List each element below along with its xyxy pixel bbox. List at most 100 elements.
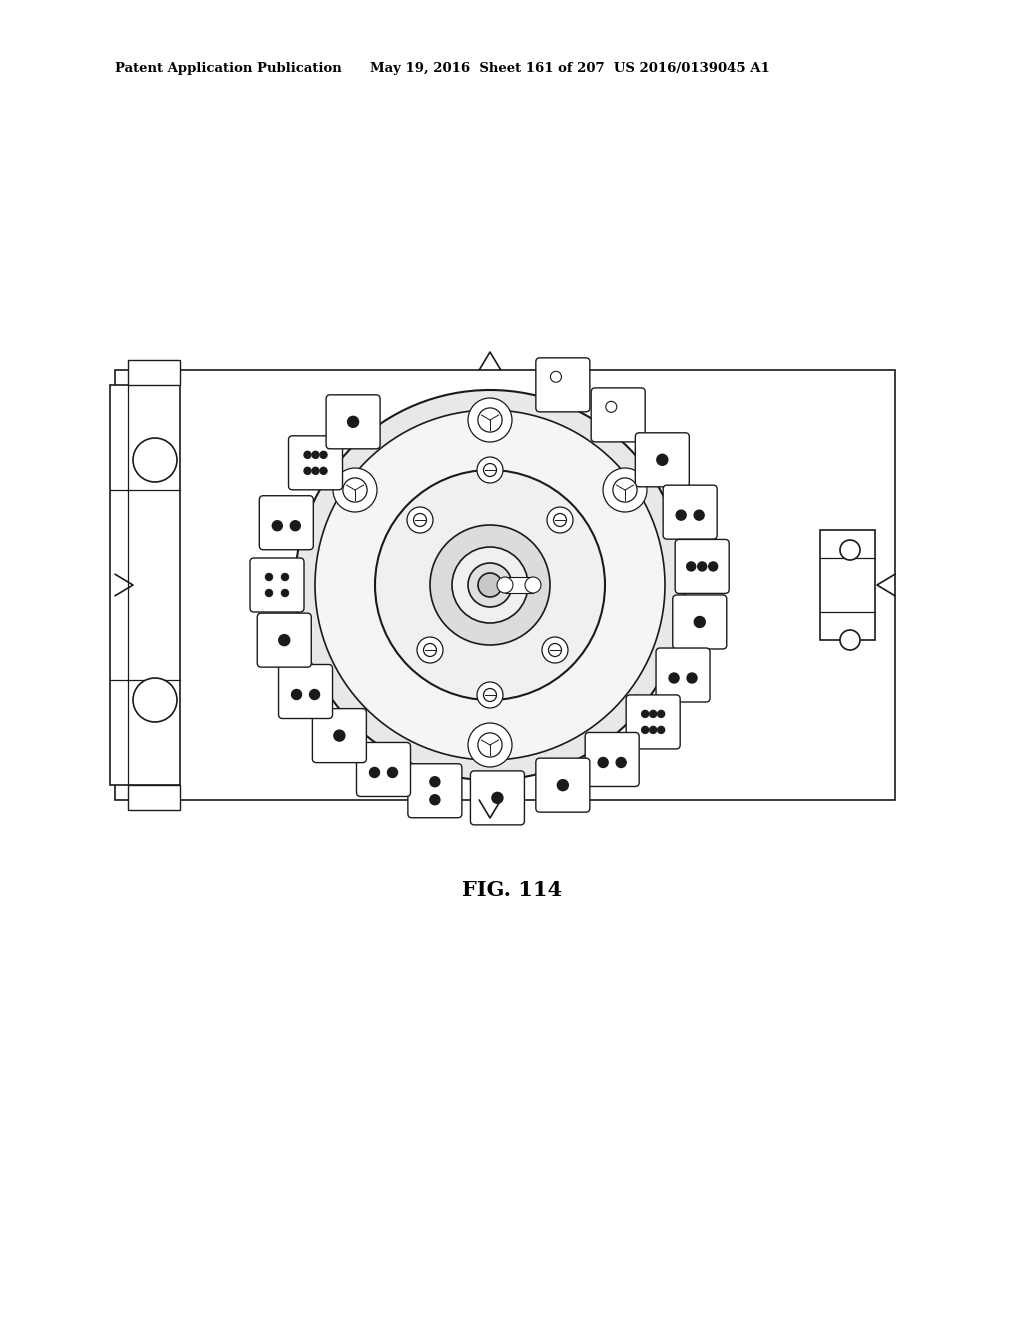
Circle shape <box>309 689 319 700</box>
Circle shape <box>304 451 311 458</box>
Circle shape <box>312 467 319 474</box>
Text: FIG. 114: FIG. 114 <box>462 880 562 900</box>
Circle shape <box>265 590 272 597</box>
Circle shape <box>417 638 443 663</box>
Circle shape <box>375 470 605 700</box>
Circle shape <box>265 573 272 581</box>
FancyBboxPatch shape <box>585 733 639 787</box>
Circle shape <box>840 540 860 560</box>
Circle shape <box>551 371 561 383</box>
Circle shape <box>557 780 568 791</box>
Circle shape <box>370 767 380 777</box>
FancyBboxPatch shape <box>257 612 311 667</box>
Circle shape <box>483 689 497 701</box>
Circle shape <box>656 454 668 466</box>
FancyBboxPatch shape <box>326 395 380 449</box>
Circle shape <box>468 723 512 767</box>
FancyBboxPatch shape <box>656 648 710 702</box>
FancyBboxPatch shape <box>312 709 367 763</box>
FancyBboxPatch shape <box>279 664 333 718</box>
Circle shape <box>840 630 860 649</box>
Circle shape <box>430 776 440 787</box>
FancyBboxPatch shape <box>675 540 729 594</box>
Circle shape <box>477 457 503 483</box>
Circle shape <box>334 730 345 741</box>
FancyBboxPatch shape <box>591 388 645 442</box>
Circle shape <box>525 577 541 593</box>
Circle shape <box>304 467 311 474</box>
FancyBboxPatch shape <box>635 433 689 487</box>
Circle shape <box>272 520 283 531</box>
Text: May 19, 2016  Sheet 161 of 207  US 2016/0139045 A1: May 19, 2016 Sheet 161 of 207 US 2016/01… <box>370 62 770 75</box>
Circle shape <box>291 520 300 531</box>
FancyBboxPatch shape <box>536 758 590 812</box>
Circle shape <box>282 573 289 581</box>
Circle shape <box>478 573 502 597</box>
FancyBboxPatch shape <box>664 486 717 539</box>
Circle shape <box>542 638 568 663</box>
Circle shape <box>343 478 367 502</box>
Circle shape <box>492 792 503 804</box>
Circle shape <box>483 463 497 477</box>
Bar <box>128 785 180 810</box>
Circle shape <box>687 673 697 682</box>
Circle shape <box>676 510 686 520</box>
Circle shape <box>649 726 656 734</box>
Circle shape <box>430 525 550 645</box>
Bar <box>128 360 180 385</box>
Circle shape <box>347 416 358 428</box>
Circle shape <box>642 726 648 734</box>
Circle shape <box>414 513 427 527</box>
Circle shape <box>598 758 608 767</box>
Circle shape <box>315 411 665 760</box>
Circle shape <box>292 689 301 700</box>
Circle shape <box>424 644 436 656</box>
Circle shape <box>603 469 647 512</box>
Circle shape <box>478 733 502 758</box>
Circle shape <box>333 469 377 512</box>
Circle shape <box>282 590 289 597</box>
Circle shape <box>478 408 502 432</box>
Circle shape <box>133 678 177 722</box>
Circle shape <box>687 562 695 572</box>
Circle shape <box>430 795 440 805</box>
Bar <box>505 577 534 593</box>
FancyBboxPatch shape <box>408 764 462 818</box>
Circle shape <box>657 710 665 717</box>
Circle shape <box>709 562 718 572</box>
Circle shape <box>613 478 637 502</box>
Circle shape <box>468 399 512 442</box>
Circle shape <box>657 726 665 734</box>
Circle shape <box>477 682 503 708</box>
Circle shape <box>697 562 707 572</box>
Circle shape <box>694 510 705 520</box>
Circle shape <box>133 438 177 482</box>
FancyBboxPatch shape <box>259 496 313 549</box>
FancyBboxPatch shape <box>289 436 342 490</box>
Circle shape <box>642 710 648 717</box>
Bar <box>820 531 874 640</box>
Circle shape <box>497 577 513 593</box>
Circle shape <box>321 451 327 458</box>
Circle shape <box>295 389 685 780</box>
Circle shape <box>649 710 656 717</box>
Circle shape <box>452 546 528 623</box>
FancyBboxPatch shape <box>536 358 590 412</box>
Circle shape <box>694 616 706 627</box>
Circle shape <box>547 507 573 533</box>
Circle shape <box>387 767 397 777</box>
Circle shape <box>616 758 626 767</box>
FancyBboxPatch shape <box>470 771 524 825</box>
FancyBboxPatch shape <box>626 694 680 748</box>
Bar <box>110 385 180 785</box>
Circle shape <box>321 467 327 474</box>
FancyBboxPatch shape <box>356 742 411 796</box>
Circle shape <box>279 635 290 645</box>
FancyBboxPatch shape <box>250 558 304 612</box>
Circle shape <box>407 507 433 533</box>
Text: Patent Application Publication: Patent Application Publication <box>115 62 342 75</box>
Circle shape <box>468 564 512 607</box>
Circle shape <box>554 513 566 527</box>
Circle shape <box>669 673 679 682</box>
Bar <box>115 370 895 800</box>
